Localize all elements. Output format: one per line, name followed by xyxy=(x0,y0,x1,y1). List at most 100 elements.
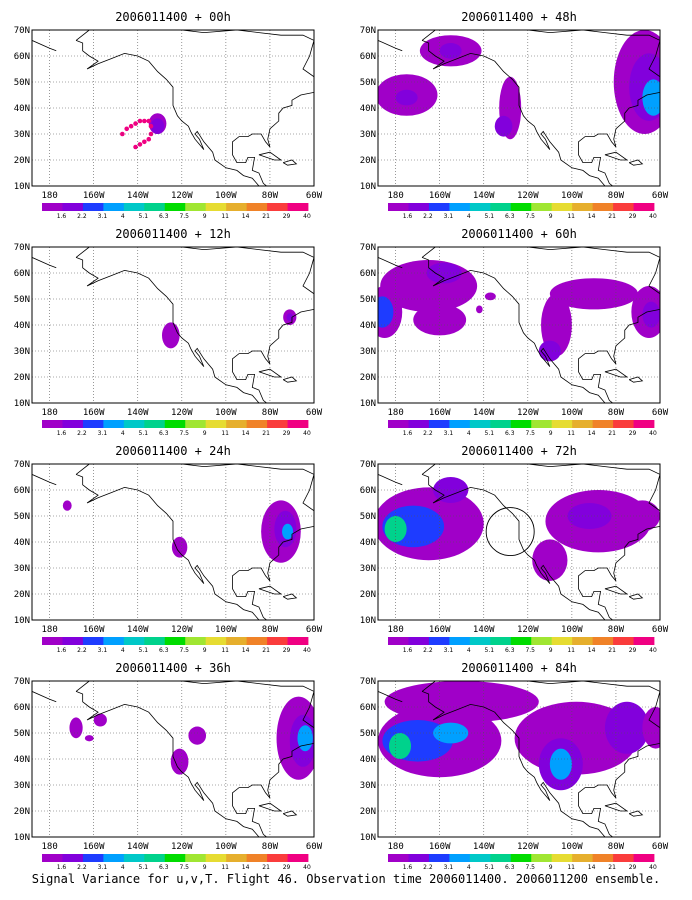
lon-tick-label: 100W xyxy=(215,191,237,201)
coastlines xyxy=(378,681,660,837)
color-bar-swatch xyxy=(226,854,248,862)
color-bar-label: 11 xyxy=(221,647,229,654)
color-bar-label: 9 xyxy=(549,647,553,654)
lon-tick-label: 160W xyxy=(83,842,105,852)
coastline xyxy=(32,691,57,703)
coastline xyxy=(32,257,57,269)
panel-frame xyxy=(31,29,315,187)
color-bar-label: 1.6 xyxy=(57,213,67,220)
color-bar-swatch xyxy=(62,203,84,211)
color-bar-label: 6.3 xyxy=(159,864,169,871)
lat-tick-label: 20N xyxy=(14,590,30,600)
lon-tick-label: 160W xyxy=(83,408,105,418)
color-bar: 1.6 2.2 3.1 4 5.1 6.3 7.5 9 11 14 21 29 40 xyxy=(42,854,311,871)
color-bar-swatch xyxy=(42,637,63,645)
color-bar-swatch xyxy=(551,854,573,862)
panel-title: 2006011400 + 72h xyxy=(461,444,577,458)
lat-tick-label: 10N xyxy=(14,399,30,409)
lon-tick-label: 100W xyxy=(215,625,237,635)
color-bar-swatch xyxy=(633,854,655,862)
observation-point xyxy=(137,118,143,124)
color-bar-swatch xyxy=(510,854,532,862)
color-bar-swatch xyxy=(613,637,634,645)
color-bar-label: 3.1 xyxy=(444,647,454,654)
color-bar-swatch xyxy=(408,420,430,428)
variance-region xyxy=(541,293,572,357)
variance-region xyxy=(297,725,313,752)
variance-region xyxy=(69,717,83,739)
lat-tick-label: 20N xyxy=(360,373,376,383)
color-bar-swatch xyxy=(226,637,248,645)
color-bar-swatch xyxy=(469,637,491,645)
lon-tick-label: 80W xyxy=(262,408,279,418)
coastline xyxy=(32,474,57,486)
coastline xyxy=(75,681,314,837)
lon-tick-label: 180 xyxy=(387,842,403,852)
color-bar-swatch xyxy=(449,203,471,211)
color-bar-label: 21 xyxy=(608,213,616,220)
lon-tick-label: 120W xyxy=(517,408,539,418)
lat-tick-label: 40N xyxy=(14,321,30,331)
lat-tick-label: 40N xyxy=(360,104,376,114)
lon-tick-label: 120W xyxy=(171,191,193,201)
color-bar-swatch xyxy=(164,420,186,428)
lat-tick-label: 30N xyxy=(360,781,376,791)
lat-tick-label: 30N xyxy=(360,130,376,140)
lon-tick-label: 60W xyxy=(306,191,323,201)
lat-tick-label: 30N xyxy=(14,130,30,140)
lat-tick-label: 40N xyxy=(14,755,30,765)
color-bar-label: 21 xyxy=(608,647,616,654)
map-panel: 2006011400 + 12h 70N 60N 50N 40N 30N 20N 10N 180… xyxy=(14,227,323,437)
variance-field xyxy=(69,696,314,780)
color-bar-swatch xyxy=(572,637,594,645)
color-bar-label: 7.5 xyxy=(179,864,189,871)
color-bar-label: 9 xyxy=(549,213,553,220)
color-bar-swatch xyxy=(267,637,288,645)
color-bar-swatch xyxy=(185,854,207,862)
grid-lines xyxy=(378,30,660,186)
color-bar-swatch xyxy=(287,420,309,428)
lat-tick-label: 20N xyxy=(14,373,30,383)
color-bar-swatch xyxy=(428,203,450,211)
lon-tick-label: 120W xyxy=(517,191,539,201)
lat-tick-label: 10N xyxy=(360,182,376,192)
coastline xyxy=(378,40,403,52)
color-bar-swatch xyxy=(103,420,125,428)
color-bar-swatch xyxy=(551,637,573,645)
color-bar-label: 11 xyxy=(567,213,575,220)
color-bar-swatch xyxy=(42,854,63,862)
color-bar-label: 4 xyxy=(121,430,125,437)
panel-frame xyxy=(377,680,661,838)
color-bar-label: 5.1 xyxy=(139,430,149,437)
color-bar-swatch xyxy=(123,420,145,428)
color-bar-swatch xyxy=(613,420,634,428)
lon-tick-label: 60W xyxy=(652,191,669,201)
variance-region xyxy=(171,536,188,558)
lat-tick-label: 30N xyxy=(360,347,376,357)
variance-region xyxy=(494,115,513,137)
color-bar-swatch xyxy=(205,420,227,428)
color-bar-label: 5.1 xyxy=(485,213,495,220)
color-bar-swatch xyxy=(592,420,614,428)
variance-region xyxy=(549,278,638,310)
color-bar-swatch xyxy=(388,854,409,862)
color-bar-swatch xyxy=(246,637,268,645)
color-bar-swatch xyxy=(388,637,409,645)
lon-tick-label: 160W xyxy=(83,625,105,635)
coastline xyxy=(604,802,629,812)
color-bar-label: 1.6 xyxy=(57,430,67,437)
lon-tick-label: 140W xyxy=(473,408,495,418)
variance-region xyxy=(642,79,660,116)
coastline xyxy=(628,810,644,817)
color-bar-swatch xyxy=(82,203,104,211)
color-bar-swatch xyxy=(246,854,268,862)
color-bar-label: 1.6 xyxy=(403,864,413,871)
lon-tick-label: 160W xyxy=(429,408,451,418)
color-bar-label: 11 xyxy=(567,647,575,654)
lon-tick-label: 100W xyxy=(561,191,583,201)
lon-tick-label: 180 xyxy=(41,408,57,418)
variance-field xyxy=(378,30,660,140)
color-bar-label: 9 xyxy=(203,430,207,437)
lon-tick-label: 180 xyxy=(41,625,57,635)
